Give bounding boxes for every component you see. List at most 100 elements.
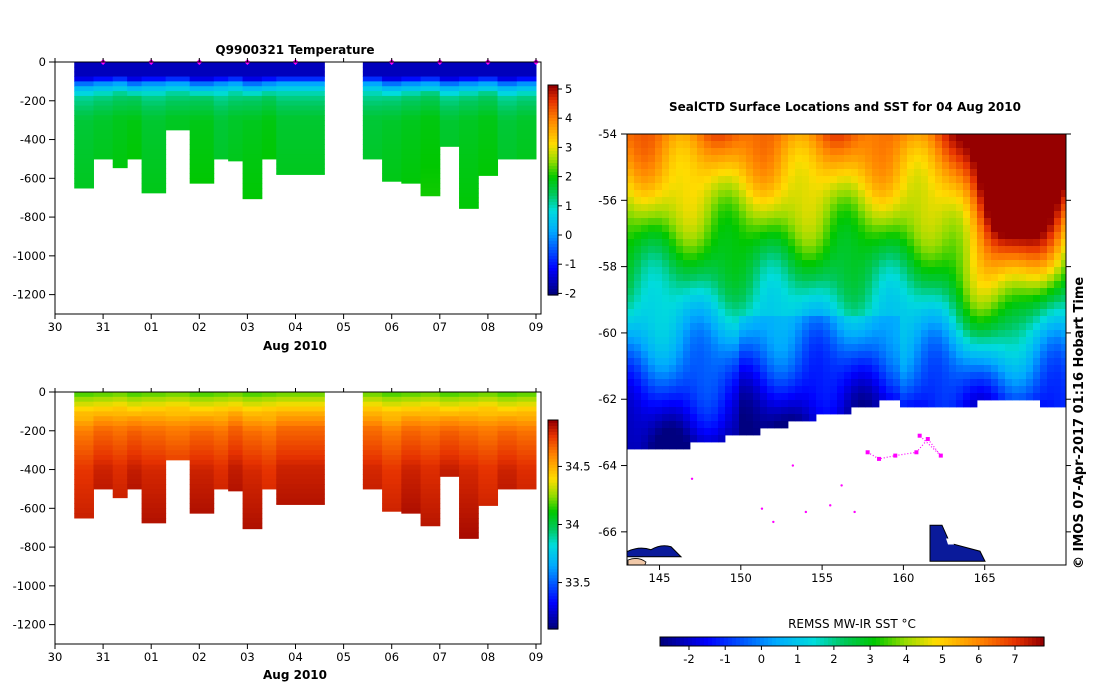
colorbar-swatch xyxy=(548,470,558,475)
section-cell xyxy=(165,125,191,131)
sst-cell xyxy=(732,232,740,240)
section-cell xyxy=(112,125,128,131)
section-cell xyxy=(93,484,114,490)
sst-cell xyxy=(1040,400,1048,408)
sst-cell xyxy=(1019,309,1027,317)
sst-cell xyxy=(816,197,824,205)
sst-cell xyxy=(774,323,782,331)
sst-cell xyxy=(1040,204,1048,212)
sst-cell xyxy=(893,302,901,310)
sst-cell xyxy=(879,372,887,380)
sst-cell xyxy=(1054,211,1062,219)
sst-cell xyxy=(865,351,873,359)
colorbar-swatch xyxy=(548,626,558,630)
sst-cell xyxy=(977,148,985,156)
coast-patch-west xyxy=(627,545,683,558)
colorbar-swatch xyxy=(548,545,558,549)
sst-cell xyxy=(1047,372,1055,380)
sst-cell xyxy=(669,190,677,198)
sst-cell xyxy=(795,148,803,156)
map-colorbar-swatch xyxy=(692,637,697,646)
section-cell xyxy=(127,149,143,155)
sst-cell xyxy=(718,351,726,359)
sst-cell xyxy=(725,309,733,317)
sst-cell xyxy=(802,169,810,177)
sst-cell xyxy=(781,288,789,296)
sst-cell xyxy=(648,316,656,324)
sst-cell xyxy=(1026,358,1034,366)
section-cell xyxy=(516,401,537,408)
sst-cell xyxy=(942,281,950,289)
sst-cell xyxy=(795,211,803,219)
section-cell xyxy=(189,396,215,403)
sst-cell xyxy=(1047,176,1055,184)
sst-cell xyxy=(1054,379,1062,387)
sst-cell xyxy=(767,295,775,303)
sst-cell xyxy=(718,435,726,443)
section-cell xyxy=(439,76,460,82)
sst-cell xyxy=(879,253,887,261)
section-cell xyxy=(189,450,215,456)
sst-cell xyxy=(872,309,880,317)
sst-cell xyxy=(718,246,726,254)
map-colorbar-swatch xyxy=(680,637,685,646)
sst-cell xyxy=(837,141,845,149)
sst-cell xyxy=(809,211,817,219)
sst-cell xyxy=(788,351,796,359)
sst-cell xyxy=(704,169,712,177)
sst-cell xyxy=(767,225,775,233)
sst-cell xyxy=(711,274,719,282)
sst-cell xyxy=(753,183,761,191)
map-colorbar-swatch xyxy=(880,637,885,646)
section-cell xyxy=(401,464,422,471)
sst-cell xyxy=(984,141,992,149)
sst-cell xyxy=(942,225,950,233)
sst-cell xyxy=(942,400,950,408)
section-cell xyxy=(127,401,143,408)
colorbar-swatch xyxy=(548,551,558,555)
sst-cell xyxy=(998,176,1006,184)
section-cell xyxy=(127,144,143,150)
sst-cell xyxy=(746,260,754,268)
sst-cell xyxy=(928,323,936,331)
sst-cell xyxy=(802,141,810,149)
sst-cell xyxy=(1005,225,1013,233)
section-cell xyxy=(401,149,422,155)
sst-cell xyxy=(844,323,852,331)
sst-cell xyxy=(1033,372,1041,380)
sst-cell xyxy=(690,351,698,359)
section-cell xyxy=(420,503,441,509)
sst-cell xyxy=(991,316,999,324)
section-cell xyxy=(242,62,263,68)
sst-cell xyxy=(669,442,677,450)
sst-cell xyxy=(942,183,950,191)
section-cell xyxy=(127,396,143,403)
map-colorbar-swatch xyxy=(1012,637,1017,646)
sst-cell xyxy=(1005,351,1013,359)
map-colorbar-swatch xyxy=(988,637,993,646)
sst-cell xyxy=(627,379,635,387)
sst-cell xyxy=(627,372,635,380)
colorbar-swatch xyxy=(548,142,558,146)
sst-cell xyxy=(802,344,810,352)
sst-cell xyxy=(942,393,950,401)
sst-cell xyxy=(970,323,978,331)
sst-cell xyxy=(928,141,936,149)
sst-cell xyxy=(816,372,824,380)
sst-cell xyxy=(1019,386,1027,394)
sst-cell xyxy=(1054,176,1062,184)
sst-cell xyxy=(830,330,838,338)
section-cell xyxy=(420,508,441,514)
sst-cell xyxy=(991,267,999,275)
section-cell xyxy=(112,81,128,87)
sst-cell xyxy=(921,267,929,275)
sst-cell xyxy=(914,379,922,387)
map-colorbar-swatch xyxy=(992,637,997,646)
sst-cell xyxy=(655,197,663,205)
sst-cell xyxy=(816,407,824,415)
section-cell xyxy=(439,91,460,97)
section-cell xyxy=(276,120,325,126)
section-cell xyxy=(228,416,244,422)
section-cell xyxy=(127,76,143,82)
sst-cell xyxy=(970,155,978,163)
